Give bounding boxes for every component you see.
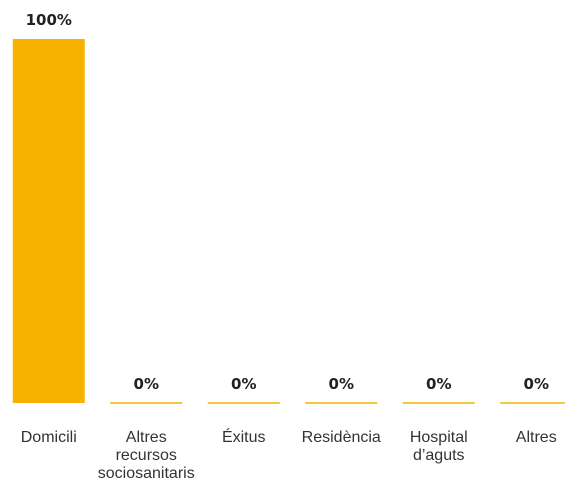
bar-0 — [12, 39, 85, 403]
value-label-2: 0% — [231, 375, 256, 393]
value-label-5: 0% — [524, 375, 549, 393]
category-label-1: Altres recursos sociosanitaris — [98, 429, 195, 482]
value-label-0: 100% — [26, 11, 72, 29]
category-label-2: Éxitus — [222, 427, 266, 446]
category-label-0: Domicili — [21, 429, 77, 446]
value-label-1: 0% — [134, 375, 159, 393]
category-label-4: Hospital d’aguts — [410, 429, 468, 464]
category-label-5: Altres — [516, 429, 557, 446]
value-label-3: 0% — [329, 375, 354, 393]
category-label-3: Residència — [302, 429, 381, 446]
value-label-4: 0% — [426, 375, 451, 393]
